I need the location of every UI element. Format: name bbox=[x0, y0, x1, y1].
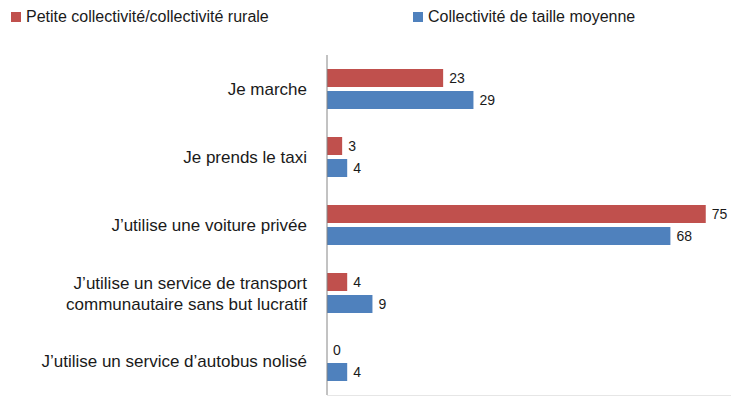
legend-label: Petite collectivité/collectivité rurale bbox=[26, 8, 269, 25]
legend-swatch bbox=[11, 12, 21, 22]
data-label: 4 bbox=[353, 274, 361, 290]
data-label: 29 bbox=[479, 92, 495, 108]
page: {"chart_data": {"type": "bar", "orientat… bbox=[0, 0, 753, 410]
data-label: 9 bbox=[378, 296, 386, 312]
category-label: Je marche bbox=[228, 80, 307, 99]
bar bbox=[327, 91, 473, 109]
category-label: Je prends le taxi bbox=[183, 148, 307, 167]
value-axis bbox=[327, 395, 731, 396]
category-label-line: communautaire sans but lucratif bbox=[66, 295, 307, 314]
bar bbox=[327, 205, 706, 223]
data-labels: 23293475684904 bbox=[333, 70, 728, 380]
bars bbox=[327, 69, 706, 381]
category-axis bbox=[327, 55, 328, 395]
bar bbox=[327, 159, 347, 177]
legend-swatch bbox=[413, 12, 423, 22]
category-label-line: Je prends le taxi bbox=[183, 148, 307, 167]
data-label: 0 bbox=[333, 342, 341, 358]
data-label: 4 bbox=[353, 160, 361, 176]
bar bbox=[327, 363, 347, 381]
category-label-line: J’utilise une voiture privée bbox=[111, 216, 307, 235]
data-label: 75 bbox=[712, 206, 728, 222]
chart-svg: Petite collectivité/collectivité rurale C… bbox=[0, 0, 753, 410]
category-label-line: J’utilise un service d’autobus nolisé bbox=[41, 352, 307, 371]
legend-label: Collectivité de taille moyenne bbox=[428, 8, 635, 25]
bar bbox=[327, 137, 342, 155]
category-label: J’utilise un service d’autobus nolisé bbox=[41, 352, 307, 371]
category-label-line: Je marche bbox=[228, 80, 307, 99]
chart-container: Petite collectivité/collectivité rurale C… bbox=[0, 0, 753, 410]
category-label: J’utilise une voiture privée bbox=[111, 216, 307, 235]
bar bbox=[327, 273, 347, 291]
category-label-line: J’utilise un service de transport bbox=[74, 274, 308, 293]
data-label: 4 bbox=[353, 364, 361, 380]
category-label: J’utilise un service de transport communa… bbox=[66, 274, 307, 314]
data-label: 68 bbox=[676, 228, 692, 244]
bar bbox=[327, 69, 443, 87]
bar bbox=[327, 295, 372, 313]
data-label: 3 bbox=[348, 138, 356, 154]
legend: Petite collectivité/collectivité rurale C… bbox=[11, 8, 635, 25]
data-label: 23 bbox=[449, 70, 465, 86]
bar bbox=[327, 227, 670, 245]
